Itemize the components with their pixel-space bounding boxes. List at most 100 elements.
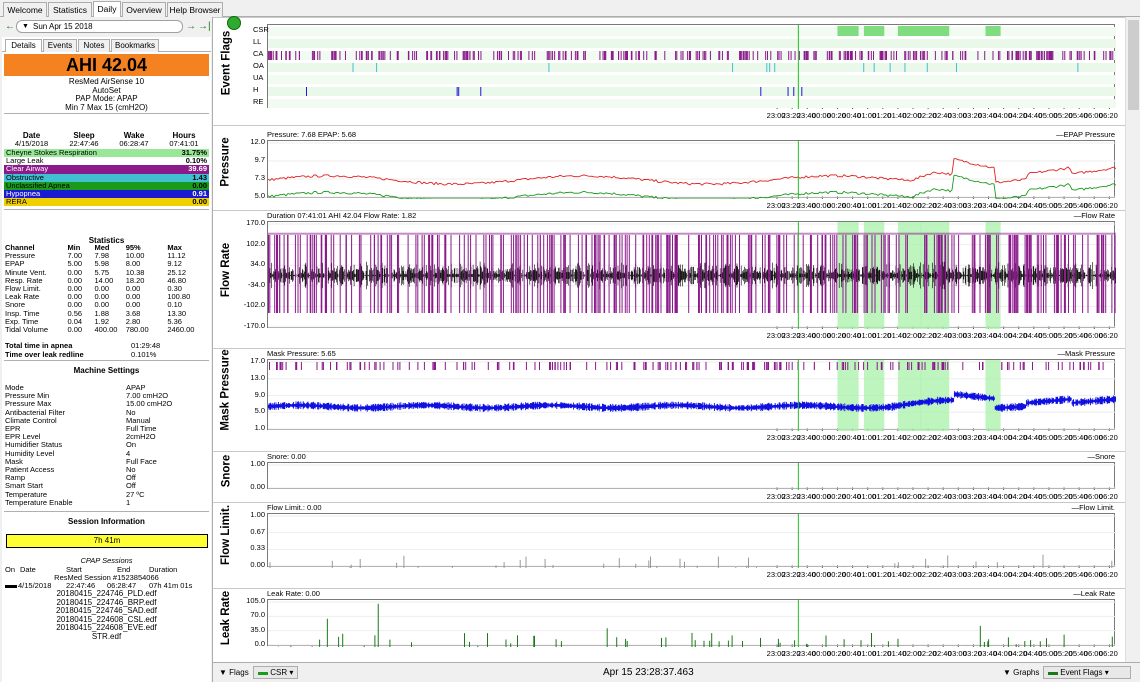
y-tick-label: 1.00 [250, 459, 265, 468]
subtab-notes[interactable]: Notes [78, 39, 110, 52]
date-picker[interactable]: ▼ Sun Apr 15 2018 [16, 20, 183, 33]
plot-area[interactable] [267, 513, 1116, 568]
next-day-button[interactable]: → [186, 21, 196, 32]
statistics-cell: 11.12 [167, 251, 186, 261]
x-tick-label: 00:00 [811, 492, 831, 501]
session-duration: 07h 41m 01s [149, 581, 193, 591]
x-tick-label: 05:20 [1053, 492, 1073, 501]
event-flags-select[interactable]: Event Flags ▾ [1043, 666, 1131, 680]
statistics-header: 95% [125, 243, 141, 252]
leak-rate-graph[interactable]: Leak Rate Leak Rate: 0.00 —Leak Rate 23:00 2… [213, 588, 1125, 662]
setting-name: Humidifier Status [5, 440, 63, 450]
x-tick-label: 05:20 [1053, 201, 1073, 210]
event-row[interactable]: Large Leak 0.10% [4, 156, 209, 166]
setting-row: EPR Level 2cmH2O [5, 433, 209, 441]
scrollbar-thumb[interactable] [1128, 20, 1139, 110]
subtab-events[interactable]: Events [43, 39, 77, 52]
graphs-toggle[interactable]: ▼ Graphs [1003, 666, 1039, 679]
event-row[interactable]: Unclassified Apnea 0.00 [4, 181, 209, 191]
date-navigation: ← ▼ Sun Apr 15 2018 → →| [2, 17, 211, 37]
event-row[interactable]: Hypopnea 0.91 [4, 189, 209, 199]
x-tick-label: 05:40 [1068, 570, 1088, 579]
statistics-header-row: Channel Min Med 95% Max [5, 243, 209, 252]
legend-text: EPAP Pressure [1063, 130, 1115, 139]
total-label: Time over leak redline [5, 349, 84, 359]
statistics-cell: 100.80 [167, 292, 191, 302]
x-tick-label: 05:00 [1038, 649, 1058, 658]
statistics-cell: Exp. Time [5, 316, 39, 326]
y-tick-label: 0.33 [250, 543, 265, 553]
event-row[interactable]: Cheyne Stokes Respiration 31.75% [4, 148, 209, 158]
subtab-details[interactable]: Details [5, 39, 42, 52]
flag-row-label: RE [253, 97, 264, 106]
statistics-cell: 0.00 [125, 292, 141, 302]
snore-graph[interactable]: Snore Snore: 0.00 —Snore 23:00 23:20 23:40 00:… [213, 451, 1125, 501]
event-flags-graph[interactable]: Event Flags 23:00 23:20 23:40 00:00 00:20 00:4… [213, 16, 1125, 124]
divider [4, 360, 209, 361]
flow-limit-graph[interactable]: Flow Limit. Flow Limit.: 0.00 —Flow Limit.… [213, 502, 1125, 587]
plot-area[interactable] [267, 221, 1116, 329]
x-tick-label: 01:40 [887, 649, 907, 658]
pressure-graph[interactable]: Pressure Pressure: 7.68 EPAP: 5.68 —EPAP P… [213, 125, 1125, 210]
summary-value: 22:47:46 [69, 139, 99, 149]
pushpin-icon[interactable] [227, 16, 241, 30]
setting-name: Smart Start [5, 481, 43, 491]
session-file: 20180415_224608_EVE.edf [56, 623, 157, 633]
x-tick-label: 03:20 [963, 492, 982, 501]
subtab-bookmarks[interactable]: Bookmarks [111, 39, 159, 52]
chevron-down-icon[interactable]: ▼ [22, 23, 29, 30]
x-tick-label: 03:40 [978, 201, 997, 210]
tab-daily[interactable]: Daily [93, 1, 121, 18]
setting-value: 27 ºC [126, 489, 145, 499]
event-row[interactable]: RERA 0.00 [4, 198, 209, 207]
y-tick-label: 1.0 [254, 423, 265, 432]
x-tick-label: 03:20 [963, 331, 982, 340]
x-tick-label: 01:20 [872, 433, 892, 442]
statistics-cell: 0.04 [67, 316, 83, 326]
tab-help-browser[interactable]: Help Browser [167, 2, 223, 17]
x-tick-label: 00:20 [827, 433, 846, 442]
x-tick-label: 01:00 [857, 570, 877, 579]
mask-pressure-graph[interactable]: Mask Pressure Mask Pressure: 5.65 —Mask Pr… [213, 348, 1125, 450]
setting-name: EPR [5, 424, 21, 434]
tab-overview[interactable]: Overview [122, 2, 166, 17]
graph-scrollbar[interactable] [1125, 17, 1140, 665]
x-tick-label: 04:20 [1008, 331, 1028, 340]
last-day-button[interactable]: →| [198, 21, 211, 32]
plot-area[interactable] [267, 359, 1116, 431]
x-tick-label: 04:20 [1008, 111, 1028, 120]
x-tick-label: 06:00 [1083, 433, 1103, 442]
setting-value: 15.00 cmH2O [126, 399, 173, 409]
x-tick-label: 23:20 [781, 201, 801, 210]
graph-label: Flow Limit. [215, 503, 237, 567]
statistics-cell: 400.00 [94, 325, 118, 335]
session-duration-bar[interactable]: 7h 41m [6, 534, 208, 548]
prev-day-button[interactable]: ← [5, 21, 15, 32]
flow-rate-graph[interactable]: Flow Rate Duration 07:41:01 AHI 42.04 Flo… [213, 210, 1125, 347]
cpap-session-row[interactable]: 4/15/2018 22:47:46 06:28:47 07h 41m 01s [4, 581, 209, 591]
x-tick-label: 03:40 [978, 433, 997, 442]
plot-area[interactable] [267, 24, 1116, 109]
x-tick-label: 06:20 [1098, 649, 1118, 658]
x-tick-label: 02:20 [917, 201, 937, 210]
session-on-indicator[interactable] [5, 585, 17, 589]
tab-statistics[interactable]: Statistics [48, 2, 92, 17]
flag-row-label: OA [253, 61, 264, 70]
tab-welcome[interactable]: Welcome [3, 2, 47, 17]
chevron-down-icon: ▼ [1003, 668, 1014, 677]
graphs-label: Graphs [1013, 668, 1040, 677]
event-row[interactable]: Clear Airway 39.69 [4, 165, 209, 174]
event-row[interactable]: Obstructive 1.43 [4, 173, 209, 182]
statistics-title: Statistics [88, 236, 125, 245]
csr-select[interactable]: CSR ▾ [253, 666, 299, 680]
plot-area[interactable] [267, 599, 1116, 647]
x-tick-label: 03:20 [963, 201, 982, 210]
setting-value: 4 [126, 448, 131, 458]
plot-area[interactable] [267, 462, 1116, 490]
x-tick-label: 01:20 [872, 201, 892, 210]
statistics-cell: 0.00 [125, 300, 141, 310]
flags-toggle[interactable]: ▼ Flags [219, 666, 249, 679]
x-tick-label: 04:40 [1023, 331, 1043, 340]
plot-area[interactable] [267, 140, 1116, 199]
